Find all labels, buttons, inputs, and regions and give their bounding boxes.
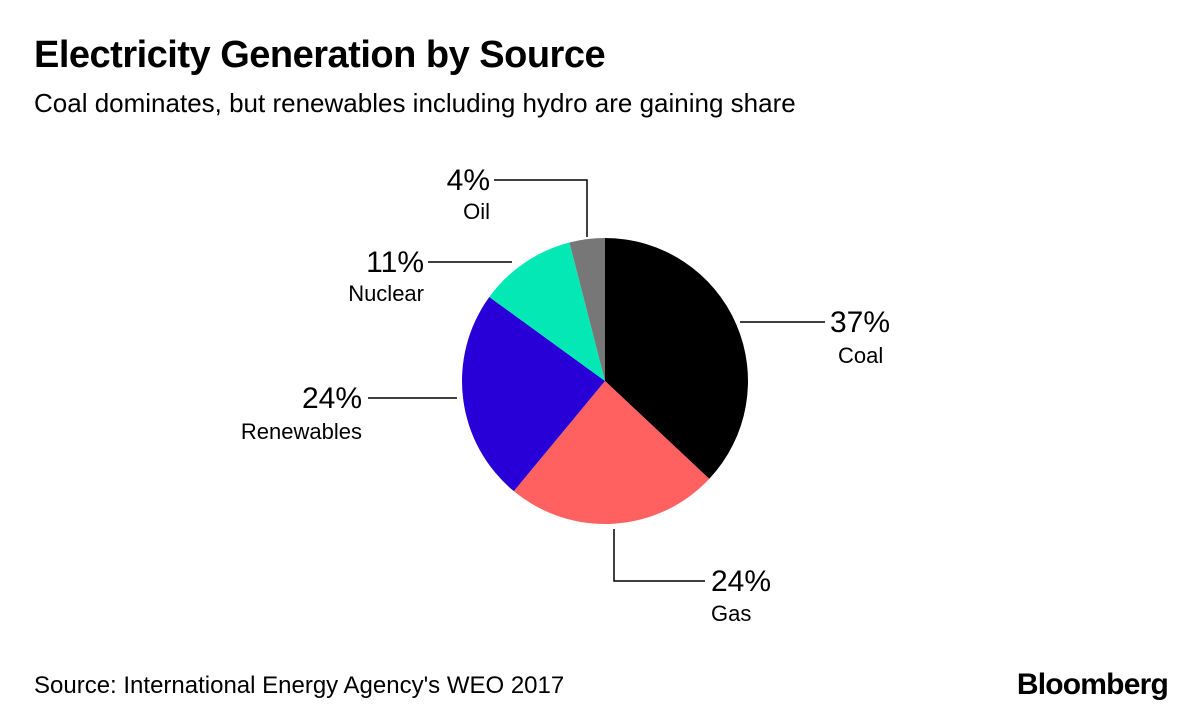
category-label-nuclear: Nuclear <box>348 281 424 306</box>
chart-subtitle: Coal dominates, but renewables including… <box>34 88 796 118</box>
category-label-coal: Coal <box>838 343 883 368</box>
value-label-coal: 37% <box>830 306 890 339</box>
category-label-gas: Gas <box>711 601 751 626</box>
leader-line-gas <box>613 529 705 582</box>
bloomberg-logo: Bloomberg <box>1016 668 1169 701</box>
pie-slice-coal <box>605 238 748 479</box>
category-label-renewables: Renewables <box>241 419 362 444</box>
pie-slice-renewables <box>462 296 605 492</box>
value-label-renewables: 24% <box>302 382 362 415</box>
pie-slice-gas <box>513 381 710 524</box>
category-label-oil: Oil <box>463 199 490 224</box>
leader-line-oil <box>494 179 588 237</box>
chart-title: Electricity Generation by Source <box>34 34 606 76</box>
pie-slice-nuclear <box>489 242 605 381</box>
value-label-gas: 24% <box>711 565 771 598</box>
source-note: Source: International Energy Agency's WE… <box>34 672 565 699</box>
pie-slice-oil <box>569 238 605 381</box>
value-label-nuclear: 11% <box>366 246 424 279</box>
value-label-oil: 4% <box>447 164 490 197</box>
